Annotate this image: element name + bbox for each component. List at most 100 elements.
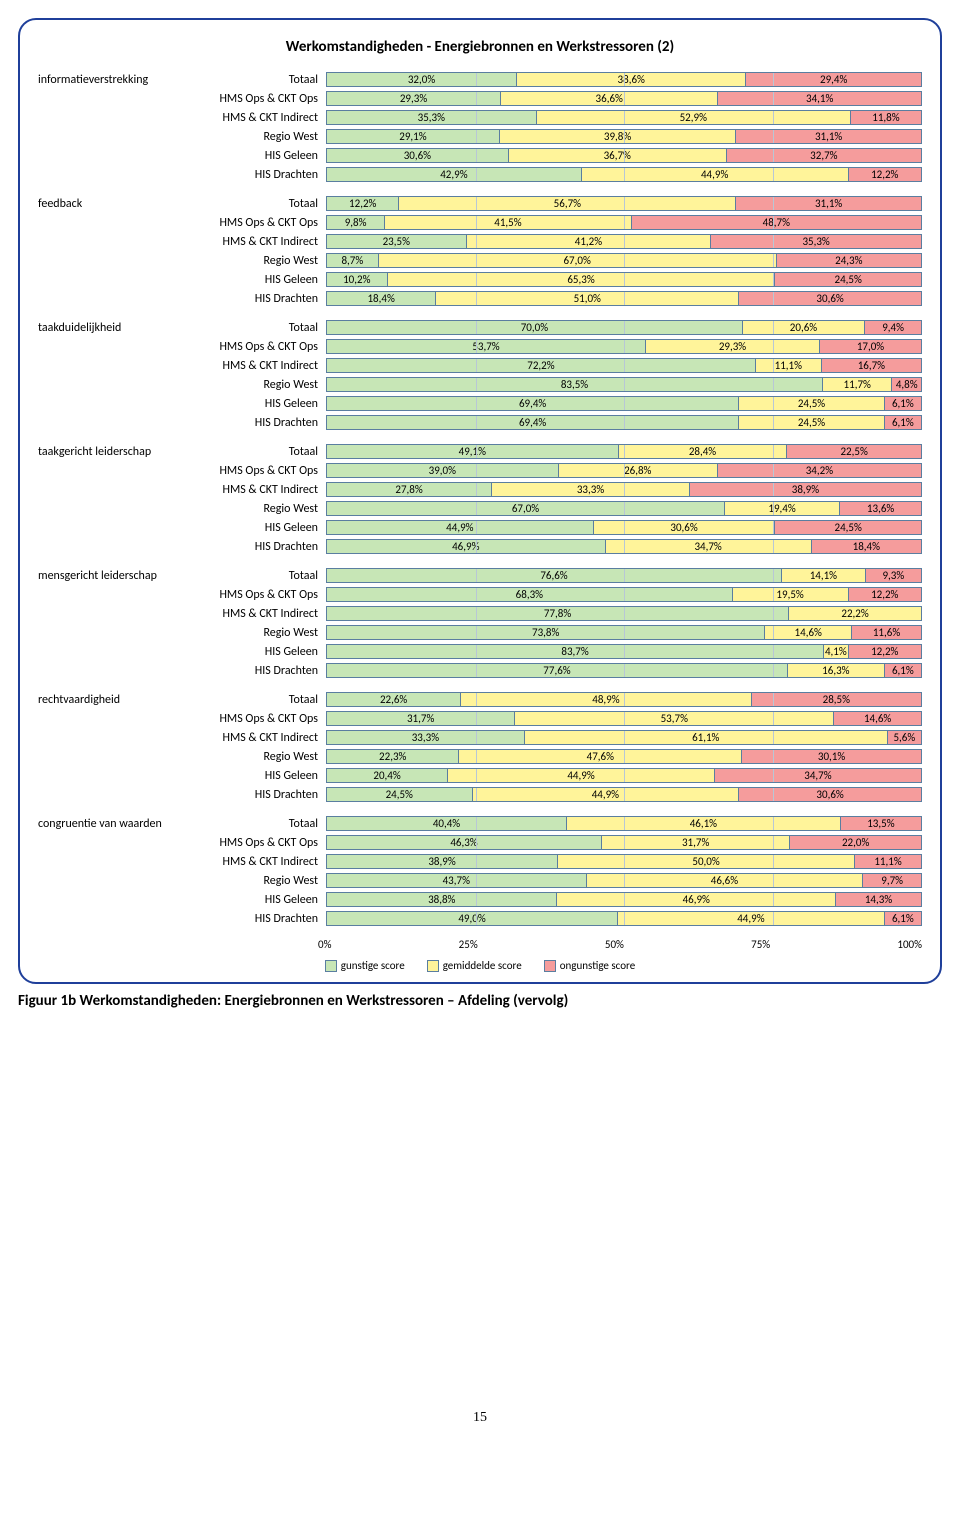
subgroup-label: Totaal (178, 569, 326, 583)
bar-segment: 44,9% (473, 788, 740, 801)
bar: 67,0%19,4%13,6% (326, 501, 922, 516)
bar: 12,2%56,7%31,1% (326, 196, 922, 211)
bar-segment: 9,4% (865, 321, 921, 334)
bar-segment: 61,1% (525, 731, 888, 744)
subgroup-label: Regio West (178, 626, 326, 640)
bar: 39,0%26,8%34,2% (326, 463, 922, 478)
bar: 46,9%34,7%18,4% (326, 539, 922, 554)
bar: 9,8%41,5%48,7% (326, 215, 922, 230)
bar: 30,6%36,7%32,7% (326, 148, 922, 163)
data-row: HMS Ops & CKT Ops31,7%53,7%14,6% (38, 709, 922, 728)
bar-segment: 11,6% (852, 626, 921, 639)
bar-segment: 29,3% (646, 340, 820, 353)
category-label: taakgericht leiderschap (38, 445, 178, 459)
bar-segment: 20,6% (743, 321, 865, 334)
data-row: HMS & CKT Indirect27,8%33,3%38,9% (38, 480, 922, 499)
data-row: HIS Drachten42,9%44,9%12,2% (38, 165, 922, 184)
bar-segment: 38,9% (690, 483, 921, 496)
bar-segment: 34,2% (718, 464, 921, 477)
bar-segment: 34,1% (718, 92, 921, 105)
category-label: informatieverstrekking (38, 73, 178, 87)
bar-segment: 33,3% (492, 483, 690, 496)
bar: 69,4%24,5%6,1% (326, 396, 922, 411)
bar-segment: 12,2% (849, 645, 921, 658)
bar-segment: 34,7% (715, 769, 921, 782)
bar-segment: 24,5% (739, 416, 885, 429)
bar-segment: 30,1% (742, 750, 921, 763)
subgroup-label: Regio West (178, 378, 326, 392)
bar-segment: 22,3% (327, 750, 459, 763)
subgroup-label: HIS Geleen (178, 149, 326, 163)
subgroup-label: HMS & CKT Indirect (178, 607, 326, 621)
bar-segment: 70,0% (327, 321, 743, 334)
subgroup-label: Regio West (178, 130, 326, 144)
data-row: HMS & CKT Indirect35,3%52,9%11,8% (38, 108, 922, 127)
subgroup-label: HIS Drachten (178, 168, 326, 182)
data-row: HMS & CKT Indirect33,3%61,1%5,6% (38, 728, 922, 747)
subgroup-label: HMS Ops & CKT Ops (178, 588, 326, 602)
bar-segment: 48,9% (461, 693, 751, 706)
bar-segment: 14,6% (765, 626, 852, 639)
bar-segment: 67,0% (379, 254, 777, 267)
bar: 23,5%41,2%35,3% (326, 234, 922, 249)
bar: 22,3%47,6%30,1% (326, 749, 922, 764)
subgroup-label: HMS Ops & CKT Ops (178, 216, 326, 230)
data-row: Regio West73,8%14,6%11,6% (38, 623, 922, 642)
subgroup-label: HMS & CKT Indirect (178, 483, 326, 497)
data-row: Regio West22,3%47,6%30,1% (38, 747, 922, 766)
bar-segment: 22,0% (790, 836, 921, 849)
bar-segment: 44,9% (582, 168, 849, 181)
data-row: HIS Geleen20,4%44,9%34,7% (38, 766, 922, 785)
bar-segment: 10,2% (327, 273, 388, 286)
bar-segment: 43,7% (327, 874, 587, 887)
data-row: HMS Ops & CKT Ops9,8%41,5%48,7% (38, 213, 922, 232)
subgroup-label: Totaal (178, 73, 326, 87)
bar-segment: 34,7% (606, 540, 812, 553)
subgroup-label: Regio West (178, 874, 326, 888)
axis-tick: 25% (459, 938, 478, 951)
data-row: Regio West43,7%46,6%9,7% (38, 871, 922, 890)
data-row: HIS Geleen38,8%46,9%14,3% (38, 890, 922, 909)
bar-segment: 50,0% (558, 855, 855, 868)
legend: gunstige scoregemiddelde scoreongunstige… (38, 959, 922, 972)
bar-segment: 13,5% (841, 817, 921, 830)
bar-segment: 28,4% (619, 445, 788, 458)
category-group: informatieverstrekkingTotaal32,0%38,6%29… (38, 70, 922, 184)
bar-segment: 11,1% (855, 855, 921, 868)
category-label: mensgericht leiderschap (38, 569, 178, 583)
data-row: HMS Ops & CKT Ops39,0%26,8%34,2% (38, 461, 922, 480)
bar-segment: 9,8% (327, 216, 385, 229)
bar-segment: 46,9% (557, 893, 836, 906)
bar-segment: 38,9% (327, 855, 558, 868)
subgroup-label: Totaal (178, 197, 326, 211)
bar-segment: 23,5% (327, 235, 467, 248)
bar-segment: 31,7% (602, 836, 790, 849)
bar-segment: 24,5% (739, 397, 885, 410)
bar-segment: 30,6% (739, 788, 921, 801)
bar-segment: 72,2% (327, 359, 756, 372)
legend-swatch (325, 960, 337, 972)
bar-segment: 41,2% (467, 235, 712, 248)
bar-segment: 49,1% (327, 445, 619, 458)
data-row: HMS Ops & CKT Ops46,3%31,7%22,0% (38, 833, 922, 852)
bar-segment: 44,9% (618, 912, 885, 925)
legend-label: gunstige score (341, 959, 405, 972)
data-row: Regio West29,1%39,8%31,1% (38, 127, 922, 146)
bar-segment: 19,4% (725, 502, 840, 515)
data-row: feedbackTotaal12,2%56,7%31,1% (38, 194, 922, 213)
bar-segment: 18,4% (812, 540, 921, 553)
subgroup-label: HIS Geleen (178, 397, 326, 411)
bar-segment: 14,1% (782, 569, 866, 582)
bar-segment: 69,4% (327, 397, 739, 410)
bar-segment: 12,2% (327, 197, 399, 210)
bar-segment: 35,3% (711, 235, 921, 248)
data-row: HIS Geleen30,6%36,7%32,7% (38, 146, 922, 165)
bar: 76,6%14,1%9,3% (326, 568, 922, 583)
bar-segment: 40,4% (327, 817, 567, 830)
bar-segment: 20,4% (327, 769, 448, 782)
subgroup-label: Totaal (178, 321, 326, 335)
bar-segment: 83,5% (327, 378, 823, 391)
subgroup-label: HIS Drachten (178, 788, 326, 802)
bar-segment: 29,1% (327, 130, 500, 143)
bar-segment: 24,5% (327, 788, 473, 801)
